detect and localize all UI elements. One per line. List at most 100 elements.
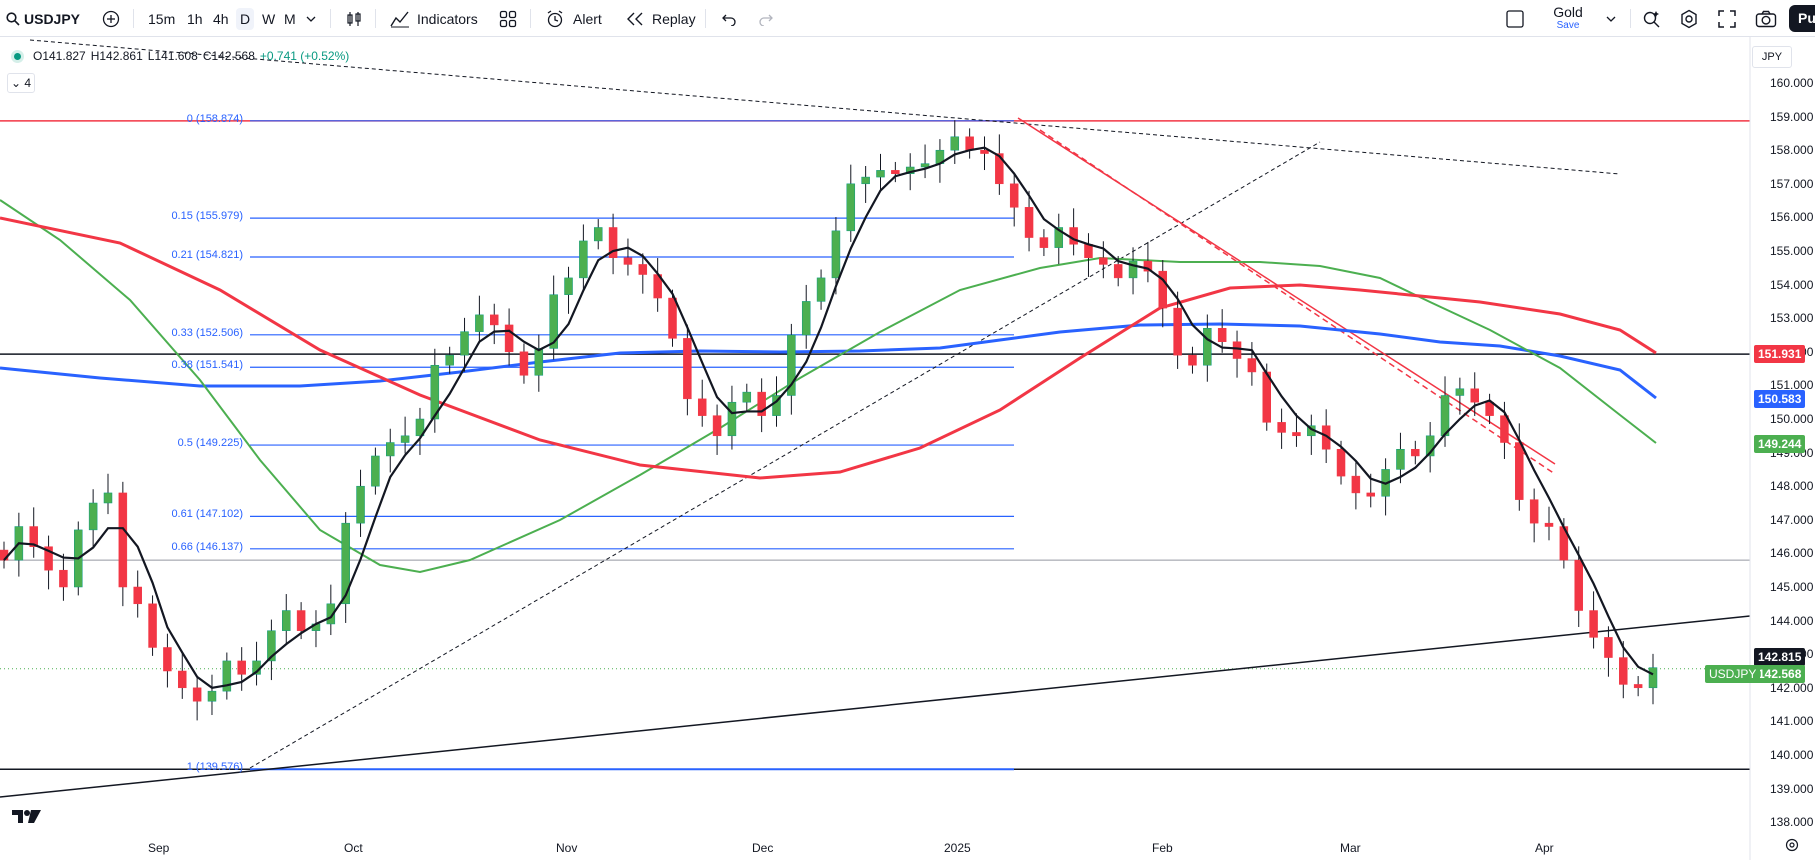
trend-lines[interactable] <box>0 39 1751 798</box>
publish-button[interactable]: Pu <box>1789 5 1815 32</box>
fullscreen-icon <box>1718 9 1736 28</box>
timeframe-4h[interactable]: 4h <box>213 10 229 27</box>
chevron-down-icon <box>1606 16 1616 22</box>
bear-candle <box>1470 388 1479 403</box>
bear-candle <box>1336 448 1346 477</box>
bear-candle <box>1500 415 1509 443</box>
bear-candle <box>1529 499 1539 524</box>
bull-candle <box>876 170 885 178</box>
y-axis-label: 150.000 <box>1770 412 1814 426</box>
y-axis-label: 142.000 <box>1770 680 1814 695</box>
layout-name: Gold <box>1553 4 1583 20</box>
bull-candle <box>415 418 425 437</box>
bear-candle <box>237 660 246 675</box>
bear-candle <box>1633 684 1643 689</box>
chart-type-button[interactable] <box>345 0 363 37</box>
bull-candle <box>831 230 841 279</box>
layouts-button[interactable] <box>499 0 517 37</box>
bear-candle <box>638 264 648 275</box>
fullscreen-box-button[interactable] <box>1505 0 1525 37</box>
bear-candle <box>148 603 157 648</box>
bear-candle <box>296 610 306 631</box>
bull-candle <box>371 455 380 487</box>
timeframe-15m[interactable]: 15m <box>148 10 176 27</box>
redo-button[interactable] <box>758 0 774 37</box>
bull-candle <box>1203 328 1212 366</box>
quick-search-button[interactable] <box>1642 0 1662 37</box>
bull-candle <box>549 294 558 349</box>
bear-candle <box>1173 307 1182 356</box>
bear-candle <box>1143 260 1153 272</box>
bear-candle <box>489 314 499 326</box>
ohlc-change: +0.741 (+0.52%) <box>259 49 350 63</box>
search-icon <box>6 11 20 26</box>
fib-label: 0.61 (147.102) <box>171 508 243 521</box>
timeframe-dropdown[interactable] <box>306 0 316 37</box>
y-axis-label: 148.000 <box>1770 479 1814 494</box>
bull-candle <box>267 630 276 662</box>
compare-symbol-button[interactable] <box>102 0 120 37</box>
bull-candle <box>920 163 930 168</box>
layout-name-button[interactable]: Gold Save <box>1528 4 1608 31</box>
timeframe-d[interactable]: D <box>236 0 255 37</box>
y-axis-label: 151.000 <box>1770 378 1814 393</box>
bull-candle <box>341 522 350 605</box>
timeframe-w[interactable]: W <box>262 10 276 27</box>
moving-averages <box>0 199 1657 574</box>
bull-candle <box>846 183 856 232</box>
symbol-search[interactable]: USDJPY <box>6 0 80 37</box>
redo-icon <box>759 14 773 26</box>
currency-selector[interactable]: JPY <box>1752 46 1792 68</box>
bear-candle <box>1158 270 1168 309</box>
snapshot-button[interactable] <box>1755 0 1777 37</box>
y-axis-label: 141.000 <box>1770 714 1814 729</box>
tradingview-logo[interactable] <box>12 804 42 830</box>
y-axis-label: 156.000 <box>1770 210 1814 225</box>
y-axis-label: 157.000 <box>1770 176 1814 191</box>
bear-candle <box>608 227 618 258</box>
candles-icon <box>347 11 361 26</box>
bear-candle <box>757 391 766 416</box>
bear-candle <box>697 398 707 416</box>
fibonacci-retracement[interactable] <box>250 120 1014 771</box>
replay-button[interactable]: Replay <box>626 0 696 37</box>
fib-label: 0.38 (151.541) <box>171 359 243 372</box>
x-axis-label: Mar <box>1340 841 1361 855</box>
fib-label: 0.5 (149.225) <box>177 437 243 450</box>
bear-candle <box>1292 432 1301 437</box>
bear-candle <box>683 338 692 400</box>
y-axis-label: 155.000 <box>1770 244 1814 258</box>
indicator-count: 4 <box>24 76 32 90</box>
settings-button[interactable] <box>1679 0 1699 37</box>
fib-label: 0.21 (154.821) <box>171 249 243 261</box>
bull-candle <box>1396 448 1405 470</box>
layout-dropdown[interactable] <box>1606 0 1616 37</box>
bear-candle <box>1574 559 1583 611</box>
bull-candle <box>207 690 217 702</box>
bear-candle <box>1039 237 1049 248</box>
timeframe-1h[interactable]: 1h <box>187 10 203 27</box>
y-axis-label: 159.000 <box>1770 109 1814 124</box>
bear-candle <box>192 687 202 702</box>
fib-label: 0 (158.874) <box>186 112 243 125</box>
bear-candle <box>1188 354 1197 366</box>
indicators-button[interactable]: Indicators <box>390 0 478 37</box>
undo-button[interactable] <box>721 0 737 37</box>
fullscreen-button[interactable] <box>1718 0 1736 37</box>
y-axis-label: 144.000 <box>1770 613 1814 628</box>
bull-candle <box>742 391 752 403</box>
alert-button[interactable]: Alert <box>545 0 602 37</box>
y-axis-label: 139.000 <box>1770 781 1814 796</box>
bull-candle <box>816 277 826 302</box>
indicators-toggle[interactable]: ⌄ 4 <box>7 73 35 93</box>
chart-settings-button[interactable] <box>1785 838 1799 855</box>
save-label: Save <box>1556 20 1580 31</box>
bear-candle <box>133 586 142 605</box>
y-axis-label: 140.000 <box>1770 748 1814 762</box>
alert-label: Alert <box>573 10 602 27</box>
y-axis-label: 147.000 <box>1770 512 1814 527</box>
bull-candle <box>861 176 870 185</box>
candles <box>0 120 1658 721</box>
price-chart[interactable] <box>0 37 1815 860</box>
timeframe-m[interactable]: M <box>284 10 296 27</box>
